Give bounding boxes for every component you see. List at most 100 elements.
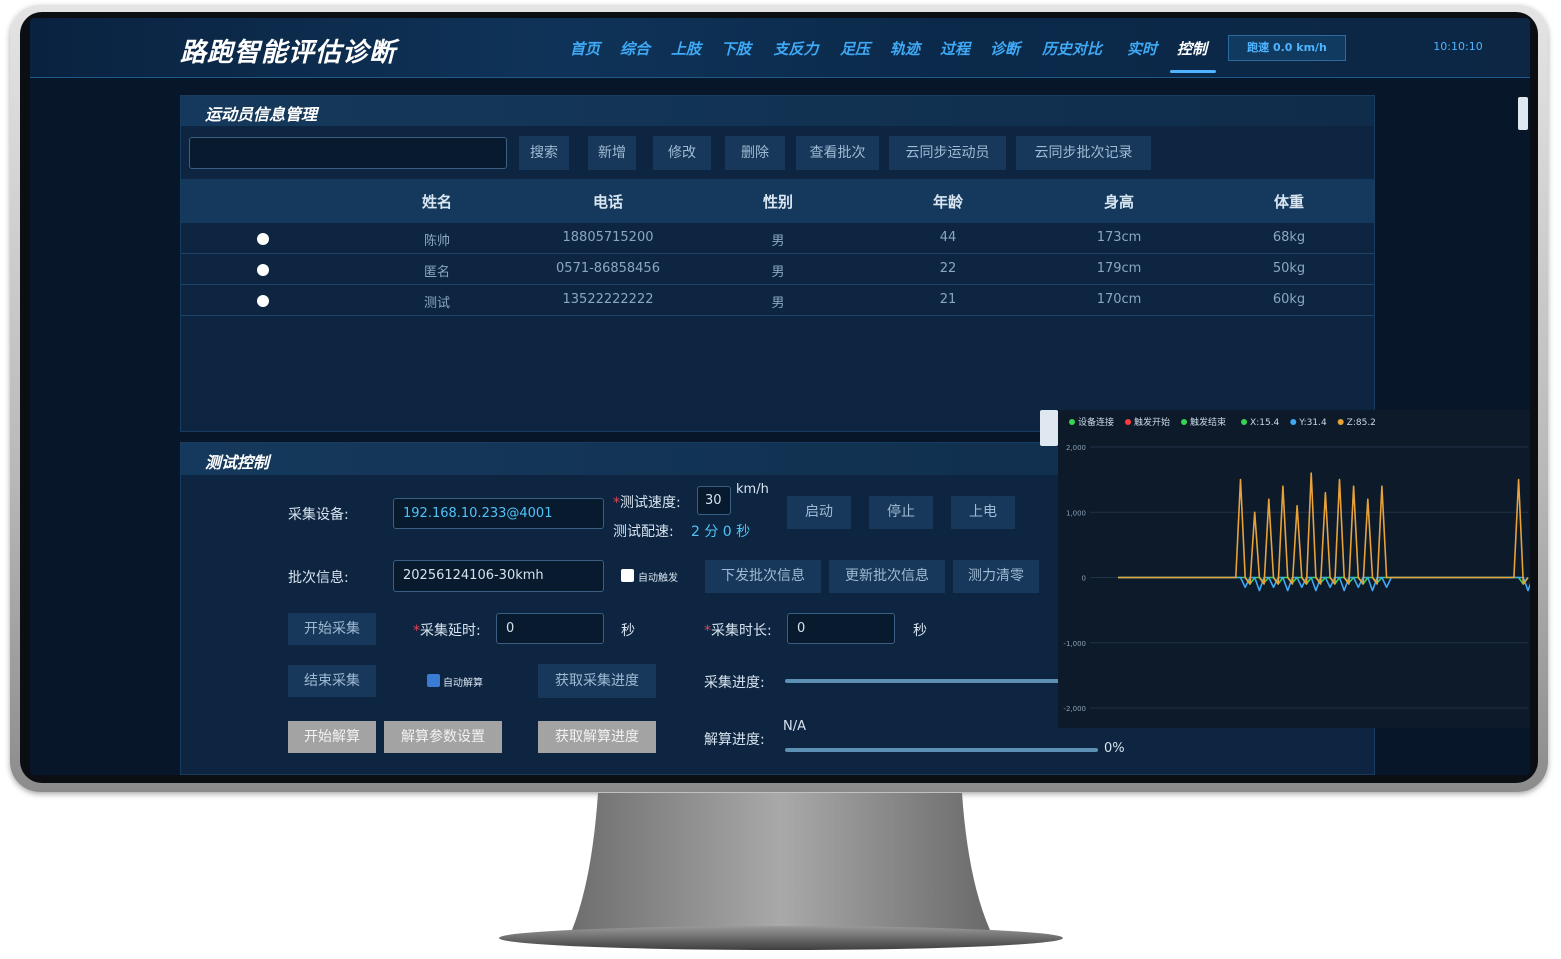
field-label: *采集延时:: [413, 620, 481, 640]
table-cell: 173cm: [1096, 230, 1142, 245]
column-header: 体重: [1273, 193, 1305, 211]
panel-header: 运动员信息管理: [181, 96, 1374, 126]
nav-tab[interactable]: 首页: [569, 40, 601, 58]
nav-tab[interactable]: 足压: [839, 40, 871, 58]
nav-tab[interactable]: 过程: [939, 40, 971, 58]
legend-label: 触发结束: [1190, 416, 1226, 428]
column-header: 性别: [762, 193, 794, 211]
table-cell: 13522222222: [562, 292, 654, 307]
table-cell: 44: [939, 230, 957, 245]
data-line: [1118, 576, 1529, 585]
nav-tab[interactable]: 历史对比: [1041, 40, 1103, 58]
table-cell: 0571-86858456: [556, 261, 660, 276]
checkbox[interactable]: [621, 569, 634, 582]
table-cell: 测试: [423, 296, 451, 311]
collect-progress-bar: [785, 679, 1085, 683]
button[interactable]: 停止: [869, 496, 933, 529]
button[interactable]: 下发批次信息: [705, 560, 821, 593]
button[interactable]: 上电: [951, 496, 1015, 529]
nav-tab[interactable]: 实时: [1126, 40, 1158, 58]
panel-title: 测试控制: [205, 453, 270, 472]
table-row[interactable]: [181, 254, 1374, 285]
search-input[interactable]: [189, 137, 507, 169]
checkbox-label: 自动触发: [638, 573, 678, 584]
chart-tab[interactable]: [1040, 410, 1058, 446]
table-cell: 179cm: [1096, 261, 1142, 276]
stand-base: [499, 926, 1063, 950]
unit: km/h: [736, 482, 769, 497]
pace-value: 2 分 0 秒: [691, 524, 751, 540]
table-cell: 50kg: [1272, 261, 1306, 276]
table-cell: 男: [771, 265, 785, 280]
column-header: 身高: [1103, 193, 1135, 211]
solve-status: N/A: [783, 719, 806, 734]
button[interactable]: 开始解算: [288, 721, 376, 753]
table-row[interactable]: [181, 285, 1374, 316]
table-header-row: [181, 179, 1374, 223]
solve-percent: 0%: [1104, 741, 1125, 756]
y-tick-label: 2,000: [1066, 444, 1086, 452]
legend-dot: [1241, 419, 1248, 425]
duration-input[interactable]: 0: [787, 613, 895, 644]
required-mark: *: [613, 495, 620, 511]
y-tick-label: -1,000: [1063, 640, 1086, 648]
row-select[interactable]: [257, 233, 269, 245]
table-cell: 68kg: [1272, 230, 1306, 245]
panel-title: 运动员信息管理: [205, 105, 318, 124]
button[interactable]: 获取解算进度: [538, 721, 656, 753]
field-label: 采集设备:: [288, 507, 349, 523]
delay-input[interactable]: 0: [496, 613, 604, 644]
table-cell: 170cm: [1096, 292, 1142, 307]
speed-input[interactable]: 30: [697, 486, 731, 515]
speed-display: 跑速 0.0 km/h: [1228, 35, 1346, 61]
nav-tab[interactable]: 下肢: [720, 40, 752, 58]
button[interactable]: 修改: [653, 136, 711, 170]
button[interactable]: 删除: [725, 136, 785, 170]
table-row[interactable]: [181, 223, 1374, 254]
table-cell: 22: [939, 261, 957, 276]
button[interactable]: 查看批次: [796, 136, 879, 170]
nav-tab[interactable]: 控制: [1176, 40, 1208, 58]
button[interactable]: 新增: [588, 136, 636, 170]
button[interactable]: 开始采集: [288, 613, 376, 645]
table-cell: 男: [771, 296, 785, 311]
legend-label: X:15.4: [1250, 418, 1280, 428]
batch-input[interactable]: 20256124106-30kmh: [393, 560, 604, 592]
required-mark: *: [704, 623, 711, 639]
chart-panel: 2,000 1,000 0 -1,000 -2,000 设备连接 触发开始 触发结束 X:15.…: [1058, 410, 1530, 728]
top-bar: 路跑智能评估诊断 首页 综合 上肢 下肢 支反力 足压 轨迹 过程 诊断 历史对比 实时 控制 跑速 0.…: [30, 18, 1530, 78]
button[interactable]: 解算参数设置: [384, 721, 502, 753]
button[interactable]: 测力清零: [953, 560, 1039, 593]
button[interactable]: 启动: [787, 496, 851, 529]
field-label: 测试配速:: [613, 524, 674, 540]
clock: 10:10:10: [1433, 40, 1483, 53]
nav-tab[interactable]: 上肢: [670, 40, 702, 58]
device-select[interactable]: 192.168.10.233@4001: [393, 498, 604, 529]
button[interactable]: 获取采集进度: [538, 664, 656, 698]
unit: 秒: [913, 623, 927, 639]
checkbox[interactable]: [427, 674, 440, 687]
nav-tab[interactable]: 支反力: [773, 40, 819, 58]
legend-label: Z:85.2: [1347, 418, 1376, 428]
table-cell: 21: [939, 292, 957, 307]
column-header: 电话: [592, 193, 624, 211]
legend-label: Y:31.4: [1298, 418, 1327, 428]
label-text: 采集延时:: [420, 623, 481, 639]
button[interactable]: 更新批次信息: [829, 560, 945, 593]
solve-progress-bar: [785, 748, 1098, 752]
button[interactable]: 搜索: [519, 136, 569, 170]
y-tick-label: 1,000: [1066, 509, 1086, 517]
nav-tab[interactable]: 轨迹: [889, 40, 921, 58]
button[interactable]: 结束采集: [288, 665, 376, 697]
nav-tab[interactable]: 综合: [619, 40, 651, 58]
button[interactable]: 云同步运动员: [889, 136, 1006, 170]
row-select[interactable]: [257, 295, 269, 307]
app-title: 路跑智能评估诊断: [180, 38, 397, 68]
row-select[interactable]: [257, 264, 269, 276]
button[interactable]: 云同步批次记录: [1016, 136, 1151, 170]
data-line: [1118, 472, 1529, 585]
legend-label: 触发开始: [1134, 416, 1170, 428]
field-label: *采集时长:: [704, 620, 772, 640]
nav-tab[interactable]: 诊断: [989, 40, 1021, 58]
legend-dot: [1125, 419, 1132, 425]
